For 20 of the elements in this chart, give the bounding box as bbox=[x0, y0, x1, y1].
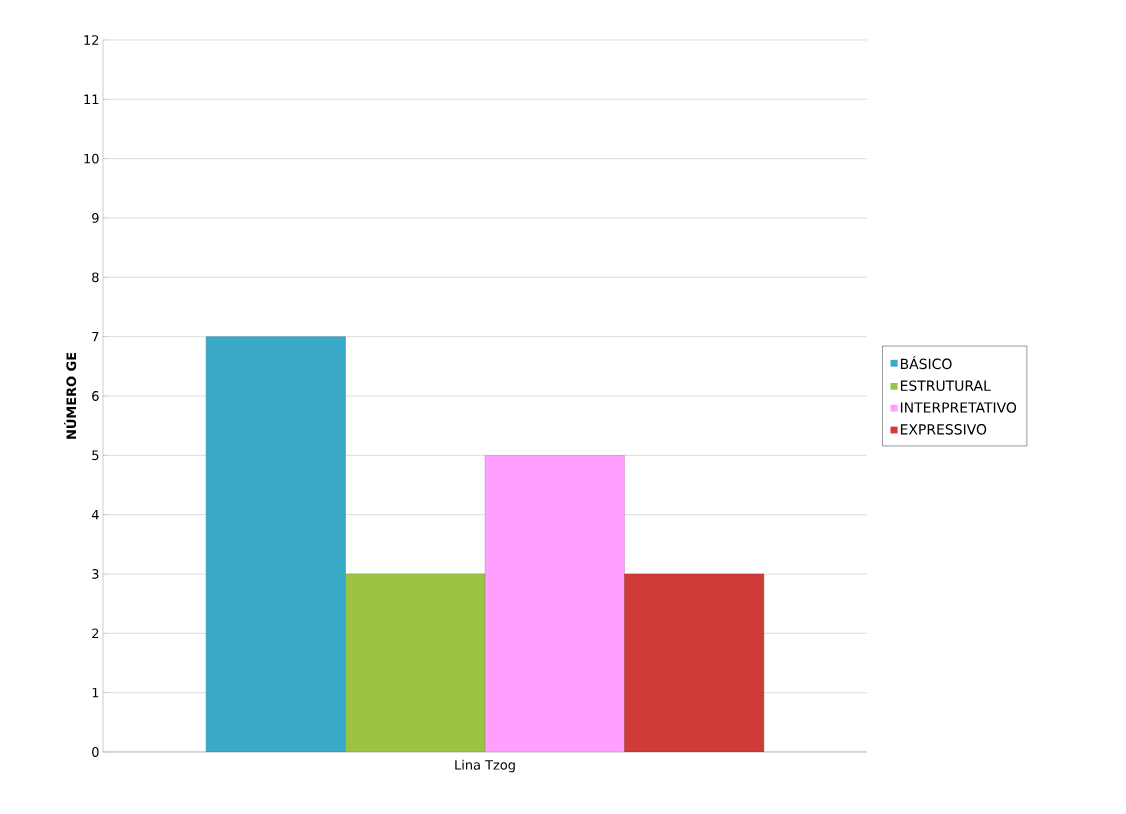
y-tick-label: 9 bbox=[92, 213, 99, 223]
x-tick-label: Lina Tzog bbox=[455, 759, 515, 773]
y-tick-label: 3 bbox=[92, 569, 99, 579]
y-tick-label: 11 bbox=[84, 94, 99, 105]
y-tick-label: 2 bbox=[92, 628, 99, 639]
y-tick-label: 4 bbox=[91, 509, 99, 520]
y-tick-label: 5 bbox=[92, 450, 99, 461]
y-tick-label: 6 bbox=[92, 391, 99, 401]
y-tick-label: 8 bbox=[92, 272, 99, 283]
y-tick-label: 7 bbox=[92, 331, 99, 342]
y-tick-label: 12 bbox=[84, 35, 99, 45]
legend-label: BÁSICO bbox=[900, 356, 952, 370]
y-tick-label: 1 bbox=[92, 687, 99, 698]
y-tick-label: 10 bbox=[84, 153, 99, 164]
legend-label: EXPRESSIVO bbox=[900, 424, 987, 435]
legend-label: INTERPRETATIVO bbox=[900, 402, 1017, 413]
y-axis-title: NÚMERO GE bbox=[63, 352, 77, 439]
y-tick-label: 0 bbox=[92, 747, 99, 757]
bar bbox=[345, 573, 486, 752]
legend-label: ESTRUTURAL bbox=[900, 380, 991, 391]
